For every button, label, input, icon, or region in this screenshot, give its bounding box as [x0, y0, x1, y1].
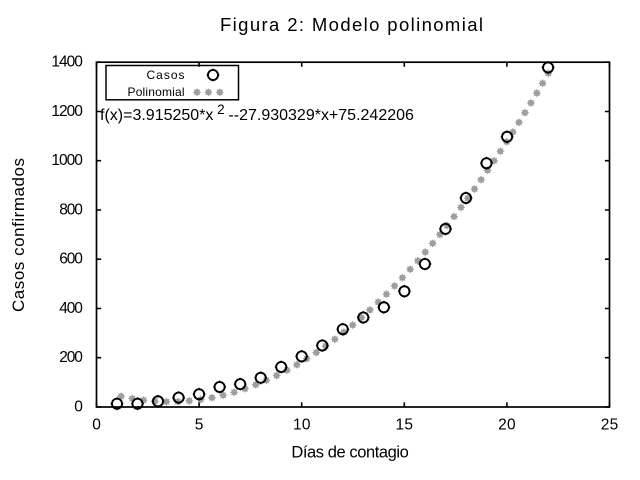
- svg-text:20: 20: [498, 416, 516, 433]
- svg-text:800: 800: [59, 201, 83, 218]
- svg-text:5: 5: [195, 416, 204, 433]
- svg-text:0: 0: [92, 416, 101, 433]
- svg-text:25: 25: [601, 416, 619, 433]
- svg-text:200: 200: [59, 349, 83, 366]
- svg-text:1400: 1400: [51, 54, 83, 71]
- svg-text:Polinomial: Polinomial: [128, 85, 185, 99]
- svg-text:Casos confirmados: Casos confirmados: [9, 158, 28, 312]
- svg-text:1200: 1200: [51, 103, 83, 120]
- svg-text:Días de contagio: Días de contagio: [291, 444, 409, 462]
- svg-text:Casos: Casos: [147, 68, 185, 82]
- svg-text:0: 0: [74, 398, 83, 415]
- svg-text:600: 600: [59, 251, 83, 268]
- svg-text:15: 15: [396, 416, 414, 433]
- svg-text:f(x)=3.915250*x 2 --27.930329*: f(x)=3.915250*x 2 --27.930329*x+75.24220…: [100, 102, 414, 124]
- svg-text:Figura 2: Modelo polinomial: Figura 2: Modelo polinomial: [220, 14, 483, 35]
- svg-text:400: 400: [59, 300, 83, 317]
- svg-text:1000: 1000: [51, 152, 83, 169]
- svg-text:10: 10: [293, 416, 311, 433]
